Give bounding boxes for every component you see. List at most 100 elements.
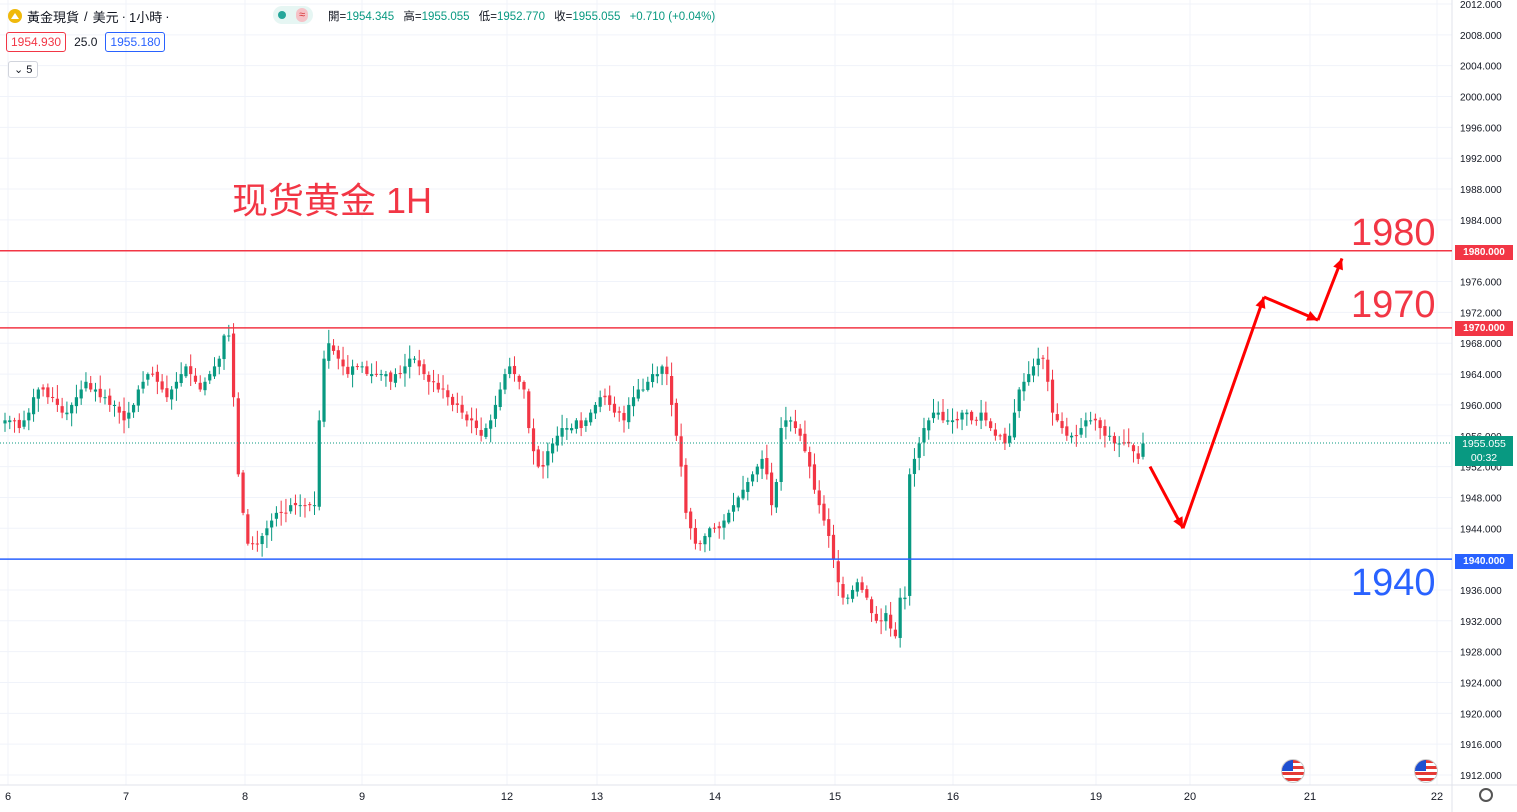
candle-body — [408, 358, 412, 367]
gear-icon[interactable] — [1479, 788, 1493, 802]
candle-body — [174, 381, 179, 389]
candle-body — [60, 406, 64, 413]
candle-body — [993, 429, 997, 436]
candle-body — [627, 404, 631, 423]
candle-body — [284, 512, 288, 514]
candle-body — [946, 420, 950, 422]
interval[interactable]: 1小時 — [129, 9, 163, 25]
low-key: 低= — [478, 11, 497, 23]
candle-body — [631, 397, 636, 407]
candle-body — [1027, 374, 1031, 383]
close-value: 1955.055 — [572, 11, 621, 23]
candle-body — [865, 589, 869, 598]
candle-body — [441, 388, 445, 390]
candle-body — [355, 366, 359, 368]
candle-body — [674, 402, 678, 436]
candle-body — [698, 543, 702, 545]
price-tick-label: 1984.000 — [1460, 216, 1502, 227]
candle-body — [684, 464, 688, 513]
candle-body — [660, 366, 664, 374]
candle-body — [498, 389, 502, 407]
candle-body — [550, 443, 555, 454]
separator: / — [84, 8, 88, 24]
candle-body — [931, 412, 936, 419]
date-tick-label: 13 — [591, 791, 603, 803]
candle-body — [246, 514, 250, 544]
candle-body — [622, 412, 626, 421]
chevron-down-icon: ⌄ — [14, 64, 24, 76]
price-tick-label: 1988.000 — [1460, 185, 1502, 196]
candle-body — [655, 374, 659, 377]
current-price: 1955.055 — [1462, 438, 1506, 450]
candle-body — [636, 389, 640, 399]
candle-body — [555, 435, 559, 446]
candle-body — [1041, 357, 1045, 359]
candle-body — [274, 512, 279, 519]
symbol-name[interactable]: 黃金現貨 — [27, 9, 80, 25]
candle-body — [1084, 420, 1088, 427]
price-tick-label: 1912.000 — [1460, 771, 1502, 782]
bar-countdown: 00:32 — [1470, 452, 1498, 464]
candle-body — [236, 398, 240, 475]
candle-body — [893, 629, 898, 637]
us-flag-event-icon[interactable] — [1281, 759, 1305, 783]
candle-body — [608, 395, 612, 405]
arrow-head-icon — [1333, 258, 1343, 271]
candle-body — [1141, 443, 1145, 457]
candle-body — [127, 412, 131, 419]
candle-body — [322, 358, 326, 422]
candle-body — [365, 366, 369, 375]
candle-body — [789, 420, 793, 422]
date-tick-label: 6 — [5, 791, 11, 803]
candle-body — [927, 420, 931, 431]
date-tick-label: 21 — [1304, 791, 1316, 803]
candle-body — [570, 428, 574, 431]
spread-value: 25.0 — [74, 35, 98, 49]
candle-body — [703, 535, 707, 545]
candle-body — [812, 464, 817, 490]
candle-body — [312, 505, 317, 507]
candle-body — [1136, 453, 1140, 459]
candle-body — [165, 388, 169, 398]
candle-body — [155, 371, 159, 382]
candle-body — [74, 397, 79, 407]
candle-body — [270, 520, 274, 528]
candle-body — [817, 490, 821, 506]
candle-body — [722, 520, 726, 528]
candle-body — [665, 366, 669, 375]
indicators-toggle-button[interactable]: ⌄ 5 — [8, 61, 39, 78]
price-tick-label: 1944.000 — [1460, 524, 1502, 535]
candle-body — [503, 374, 507, 390]
candle-body — [374, 373, 378, 375]
candle-body — [1098, 420, 1102, 429]
market-status-pill[interactable]: ≈ — [273, 6, 313, 24]
price-tick-label: 1996.000 — [1460, 123, 1502, 134]
us-flag-event-icon[interactable] — [1414, 759, 1438, 783]
candle-body — [51, 396, 55, 398]
wave-icon: ≈ — [295, 8, 308, 22]
candle-body — [241, 472, 245, 513]
price-tick-label: 1932.000 — [1460, 617, 1502, 628]
candle-body — [151, 373, 155, 375]
candle-body — [460, 404, 464, 413]
candle-body — [336, 350, 340, 359]
candle-body — [450, 396, 455, 405]
candle-body — [427, 374, 431, 382]
candle-body — [765, 457, 769, 475]
buy-button[interactable]: 1955.180 — [105, 32, 166, 52]
candle-body — [898, 597, 902, 638]
candle-body — [793, 421, 798, 429]
open-key: 開= — [328, 11, 347, 23]
price-tick-label: 1964.000 — [1460, 370, 1502, 381]
candle-body — [117, 406, 121, 413]
price-tick-label: 2008.000 — [1460, 31, 1502, 42]
candle-body — [955, 418, 959, 421]
candle-body — [465, 414, 469, 421]
sell-button[interactable]: 1954.930 — [6, 32, 67, 52]
candle-body — [941, 411, 945, 421]
chart-annotation-title: 现货黄金 1H — [232, 180, 433, 221]
symbol-header[interactable]: 黃金現貨 / 美元 · 1小時 · — [8, 6, 173, 26]
current-price-tag: 1955.055 00:32 — [1455, 436, 1513, 466]
candle-body — [803, 433, 807, 452]
